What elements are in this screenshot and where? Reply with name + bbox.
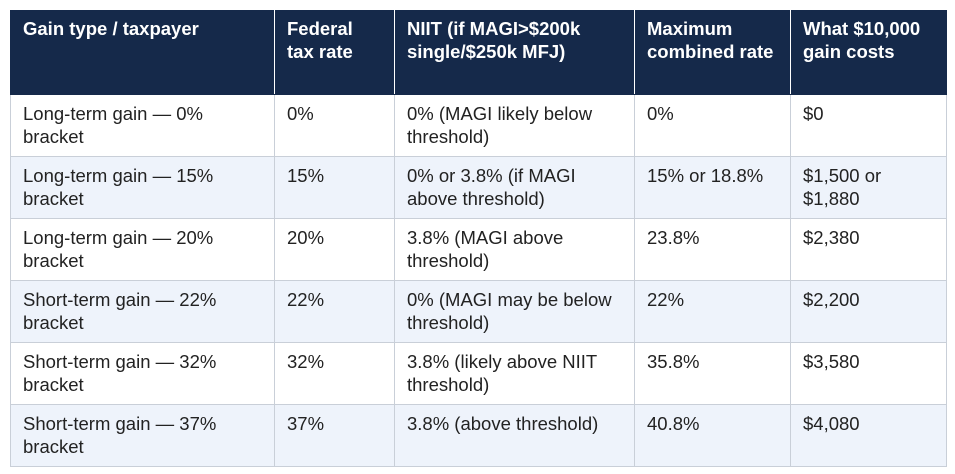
cell-niit: 3.8% (MAGI above threshold) bbox=[394, 218, 635, 281]
cell-federal-rate: 15% bbox=[274, 156, 395, 219]
cell-gain-type: Short-term gain — 22% bracket bbox=[10, 280, 275, 343]
cell-cost-of-gain: $1,500 or $1,880 bbox=[790, 156, 947, 219]
table-row: Short-term gain — 32% bracket 32% 3.8% (… bbox=[10, 342, 947, 405]
cell-max-combined-rate: 35.8% bbox=[634, 342, 791, 405]
table-row: Long-term gain — 15% bracket 15% 0% or 3… bbox=[10, 156, 947, 219]
cell-max-combined-rate: 40.8% bbox=[634, 404, 791, 467]
cell-cost-of-gain: $4,080 bbox=[790, 404, 947, 467]
cell-federal-rate: 22% bbox=[274, 280, 395, 343]
cell-niit: 3.8% (likely above NIIT threshold) bbox=[394, 342, 635, 405]
cell-federal-rate: 32% bbox=[274, 342, 395, 405]
cell-cost-of-gain: $2,380 bbox=[790, 218, 947, 281]
header-gain-type: Gain type / taxpayer bbox=[10, 10, 275, 95]
table-row: Long-term gain — 0% bracket 0% 0% (MAGI … bbox=[10, 94, 947, 157]
cell-gain-type: Short-term gain — 32% bracket bbox=[10, 342, 275, 405]
cell-niit: 0% or 3.8% (if MAGI above threshold) bbox=[394, 156, 635, 219]
table-header: Gain type / taxpayer Federal tax rate NI… bbox=[10, 10, 947, 95]
cell-niit: 3.8% (above threshold) bbox=[394, 404, 635, 467]
cell-niit: 0% (MAGI may be below threshold) bbox=[394, 280, 635, 343]
cell-gain-type: Long-term gain — 0% bracket bbox=[10, 94, 275, 157]
table-row: Long-term gain — 20% bracket 20% 3.8% (M… bbox=[10, 218, 947, 281]
cell-cost-of-gain: $3,580 bbox=[790, 342, 947, 405]
cell-max-combined-rate: 22% bbox=[634, 280, 791, 343]
cell-max-combined-rate: 23.8% bbox=[634, 218, 791, 281]
table-body: Long-term gain — 0% bracket 0% 0% (MAGI … bbox=[10, 94, 947, 467]
cell-federal-rate: 20% bbox=[274, 218, 395, 281]
cell-gain-type: Short-term gain — 37% bracket bbox=[10, 404, 275, 467]
cell-max-combined-rate: 15% or 18.8% bbox=[634, 156, 791, 219]
table-row: Short-term gain — 22% bracket 22% 0% (MA… bbox=[10, 280, 947, 343]
table-row: Short-term gain — 37% bracket 37% 3.8% (… bbox=[10, 404, 947, 467]
cell-cost-of-gain: $0 bbox=[790, 94, 947, 157]
header-max-combined-rate: Maximum combined rate bbox=[634, 10, 791, 95]
header-row: Gain type / taxpayer Federal tax rate NI… bbox=[10, 10, 947, 95]
cell-niit: 0% (MAGI likely below threshold) bbox=[394, 94, 635, 157]
header-federal-rate: Federal tax rate bbox=[274, 10, 395, 95]
cell-max-combined-rate: 0% bbox=[634, 94, 791, 157]
tax-rate-table: Gain type / taxpayer Federal tax rate NI… bbox=[10, 10, 947, 467]
cell-federal-rate: 0% bbox=[274, 94, 395, 157]
header-niit: NIIT (if MAGI>$200k single/$250k MFJ) bbox=[394, 10, 635, 95]
cell-federal-rate: 37% bbox=[274, 404, 395, 467]
header-cost-of-gain: What $10,000 gain costs bbox=[790, 10, 947, 95]
cell-cost-of-gain: $2,200 bbox=[790, 280, 947, 343]
cell-gain-type: Long-term gain — 20% bracket bbox=[10, 218, 275, 281]
cell-gain-type: Long-term gain — 15% bracket bbox=[10, 156, 275, 219]
